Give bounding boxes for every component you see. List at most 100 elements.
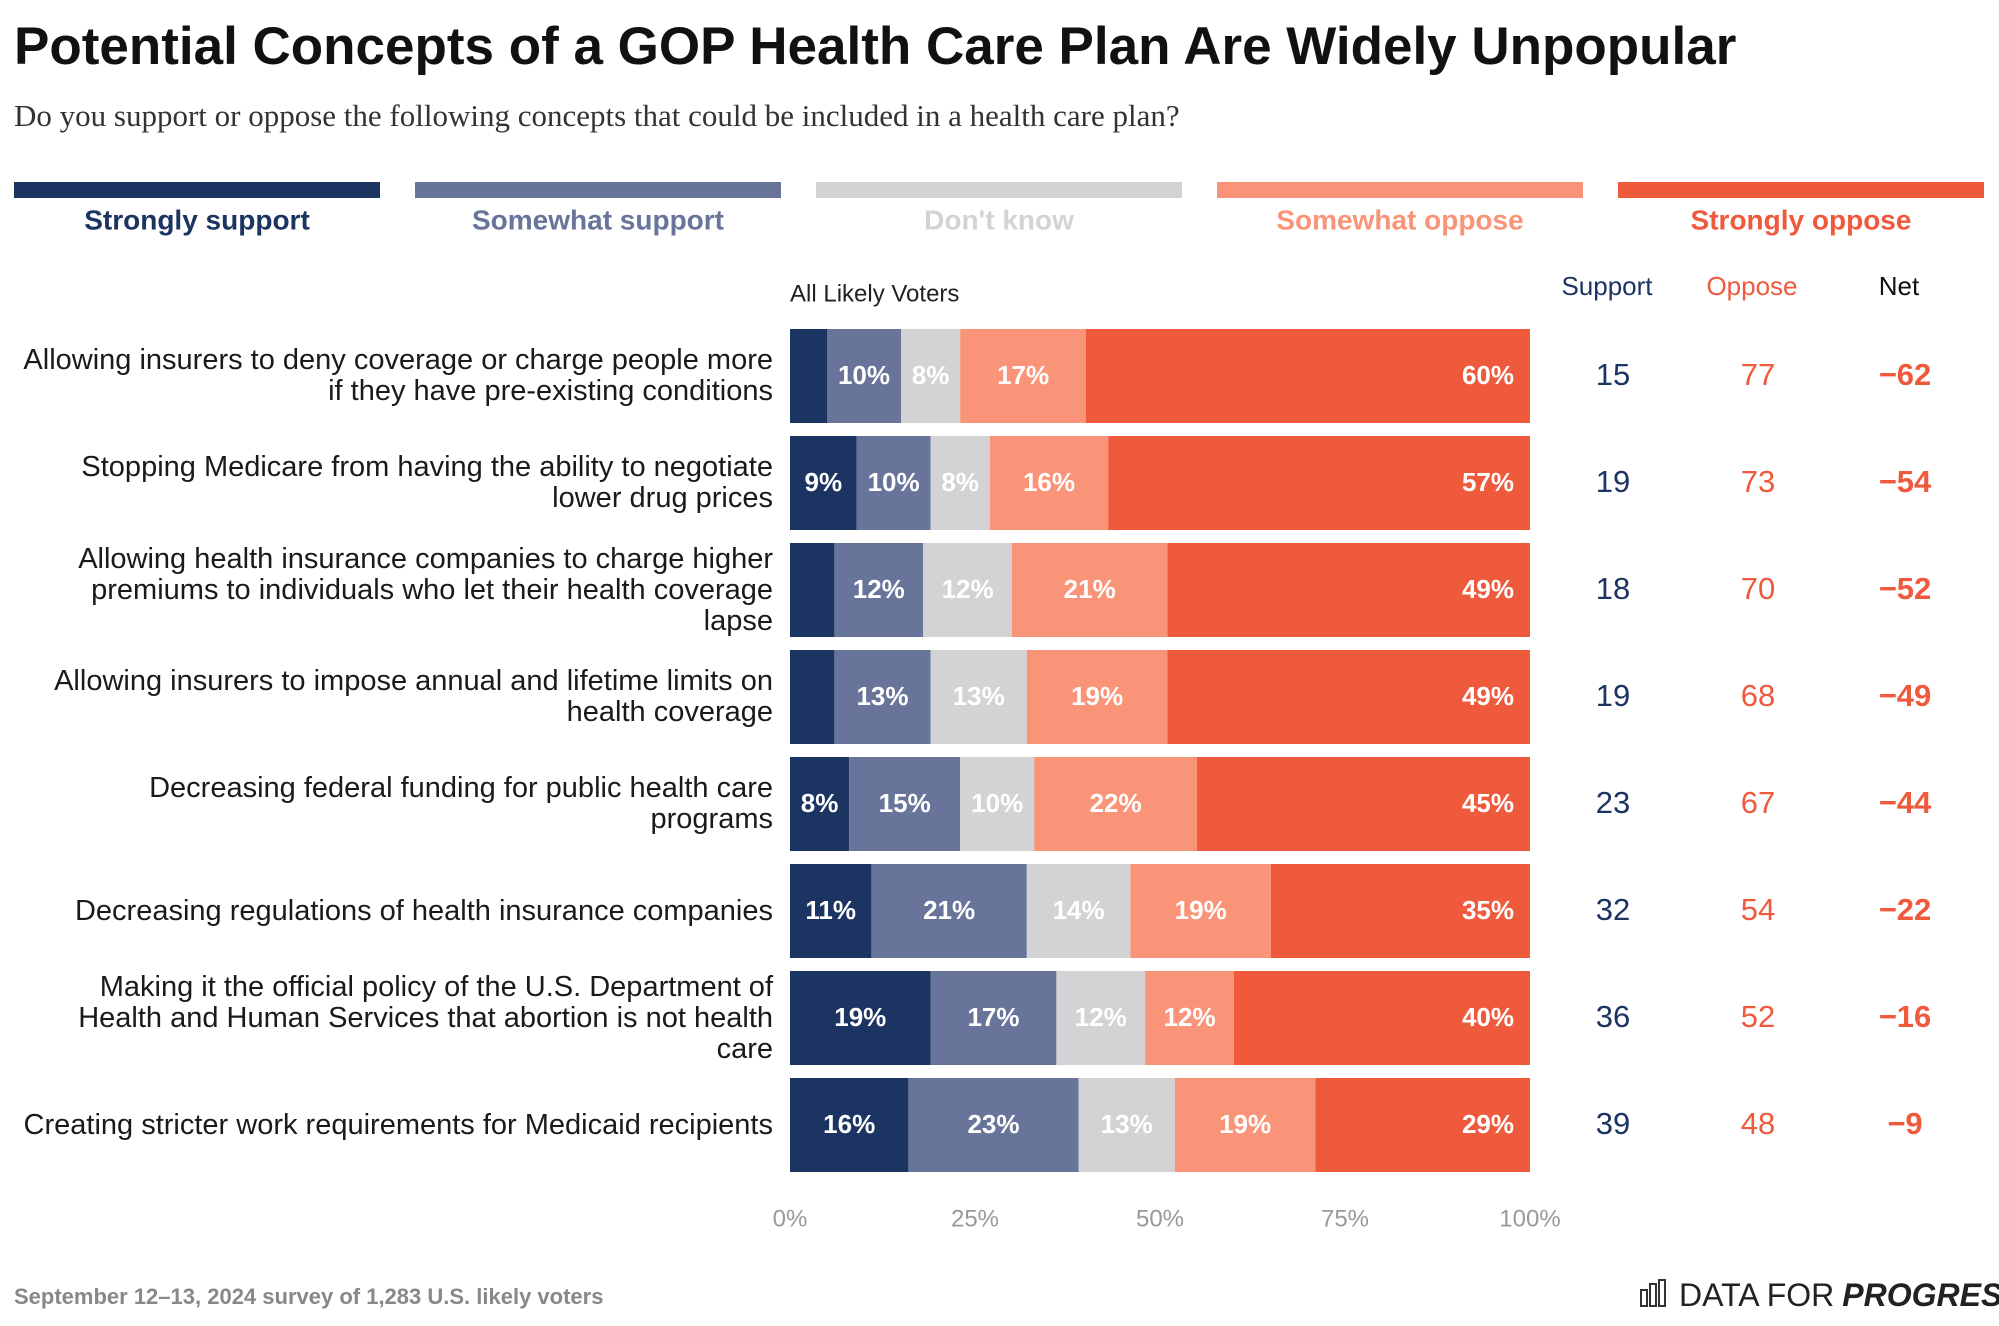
value-label: 9% — [805, 467, 843, 497]
bar-segment — [790, 971, 931, 1065]
bar-segment — [930, 971, 1057, 1065]
column-value: 48 — [1741, 1106, 1775, 1141]
row-label: Allowing insurers to deny coverage or ch… — [23, 344, 773, 407]
column-value: −44 — [1879, 785, 1932, 820]
bar-segment — [790, 543, 835, 637]
row-label: Allowing health insurance companies to c… — [78, 542, 773, 637]
bar-segment — [1234, 971, 1530, 1065]
legend-label: Strongly oppose — [1691, 204, 1912, 235]
column-value: 15 — [1596, 357, 1630, 392]
value-label: 10% — [838, 360, 890, 390]
bar-segment — [1130, 864, 1271, 958]
bar-segment — [871, 864, 1027, 958]
row-label: Decreasing regulations of health insuran… — [74, 894, 773, 927]
column-header: Support — [1561, 271, 1653, 301]
bar-segment — [1056, 971, 1146, 1065]
column-value: 67 — [1741, 785, 1775, 820]
row-label: Decreasing federal funding for public he… — [149, 772, 773, 835]
bar-segment — [856, 436, 931, 530]
legend-label: Somewhat support — [472, 204, 724, 235]
bar-segment — [1078, 1078, 1175, 1172]
bar-segment — [849, 757, 961, 851]
x-tick-label: 0% — [773, 1205, 808, 1232]
brand-name: PROGRESS — [1842, 1277, 1999, 1313]
column-value: 32 — [1596, 892, 1630, 927]
bar-segment — [901, 329, 961, 423]
bar-segment — [790, 864, 872, 958]
column-value: −22 — [1879, 892, 1932, 927]
column-value: −54 — [1879, 464, 1932, 499]
value-label: 16% — [1023, 467, 1075, 497]
row-label: Making it the official policy of the U.S… — [78, 970, 773, 1065]
x-tick-label: 75% — [1321, 1205, 1369, 1232]
value-label: 35% — [1462, 895, 1514, 925]
legend-swatch — [1217, 182, 1583, 198]
value-label: 12% — [942, 574, 994, 604]
bar-segment — [960, 757, 1035, 851]
legend-swatch — [14, 182, 380, 198]
value-label: 8% — [941, 467, 979, 497]
bar-segment — [1026, 864, 1131, 958]
value-label: 22% — [1090, 788, 1142, 818]
column-value: 23 — [1596, 785, 1630, 820]
legend-label: Don't know — [924, 204, 1074, 235]
chart-title: Potential Concepts of a GOP Health Care … — [14, 17, 1736, 76]
legend-swatch — [816, 182, 1182, 198]
bar-segment — [834, 650, 931, 744]
value-label: 40% — [1462, 1002, 1514, 1032]
bar-segment — [834, 543, 924, 637]
bar-segment — [1167, 543, 1530, 637]
value-label: 49% — [1462, 681, 1514, 711]
value-label: 10% — [868, 467, 920, 497]
column-value: 54 — [1741, 892, 1775, 927]
legend-label: Somewhat oppose — [1276, 204, 1523, 235]
column-value: 52 — [1741, 999, 1775, 1034]
column-value: 36 — [1596, 999, 1630, 1034]
legend-swatch — [415, 182, 781, 198]
value-label: 17% — [997, 360, 1049, 390]
row-label: Creating stricter work requirements for … — [23, 1108, 773, 1141]
column-value: −49 — [1879, 678, 1932, 713]
row-label: Stopping Medicare from having the abilit… — [81, 451, 773, 514]
bar-segment — [1145, 971, 1234, 1065]
value-label: 10% — [971, 788, 1023, 818]
source-note: September 12–13, 2024 survey of 1,283 U.… — [14, 1284, 603, 1309]
column-value: 39 — [1596, 1106, 1630, 1141]
column-value: −62 — [1879, 357, 1932, 392]
group-label: All Likely Voters — [790, 280, 959, 307]
column-value: 19 — [1596, 464, 1630, 499]
value-label: 13% — [953, 681, 1005, 711]
column-value: 68 — [1741, 678, 1775, 713]
column-value: −52 — [1879, 571, 1932, 606]
bar-segment — [930, 436, 990, 530]
value-label: 12% — [1075, 1002, 1127, 1032]
row-label: Allowing insurers to impose annual and l… — [54, 665, 773, 728]
value-label: 45% — [1462, 788, 1514, 818]
brand: DATA FORPROGRESS — [1679, 1277, 1999, 1313]
value-label: 14% — [1053, 895, 1105, 925]
column-value: 77 — [1741, 357, 1775, 392]
bar-segment — [790, 757, 850, 851]
x-tick-label: 25% — [951, 1205, 999, 1232]
bar-segment — [1315, 1078, 1530, 1172]
value-label: 12% — [853, 574, 905, 604]
value-label: 8% — [801, 788, 839, 818]
value-label: 13% — [1101, 1109, 1153, 1139]
value-label: 23% — [967, 1109, 1019, 1139]
bar-segment — [1012, 543, 1168, 637]
value-label: 57% — [1462, 467, 1514, 497]
value-label: 21% — [923, 895, 975, 925]
brand-icon — [1640, 1279, 1666, 1307]
column-value: −16 — [1879, 999, 1932, 1034]
bar-segment — [1034, 757, 1197, 851]
column-header: Oppose — [1706, 271, 1797, 301]
value-label: 19% — [1219, 1109, 1271, 1139]
value-label: 29% — [1462, 1109, 1514, 1139]
value-label: 17% — [967, 1002, 1019, 1032]
column-value: 73 — [1741, 464, 1775, 499]
value-label: 15% — [879, 788, 931, 818]
bar-segment — [1271, 864, 1530, 958]
x-tick-label: 50% — [1136, 1205, 1184, 1232]
column-value: −9 — [1887, 1106, 1922, 1141]
